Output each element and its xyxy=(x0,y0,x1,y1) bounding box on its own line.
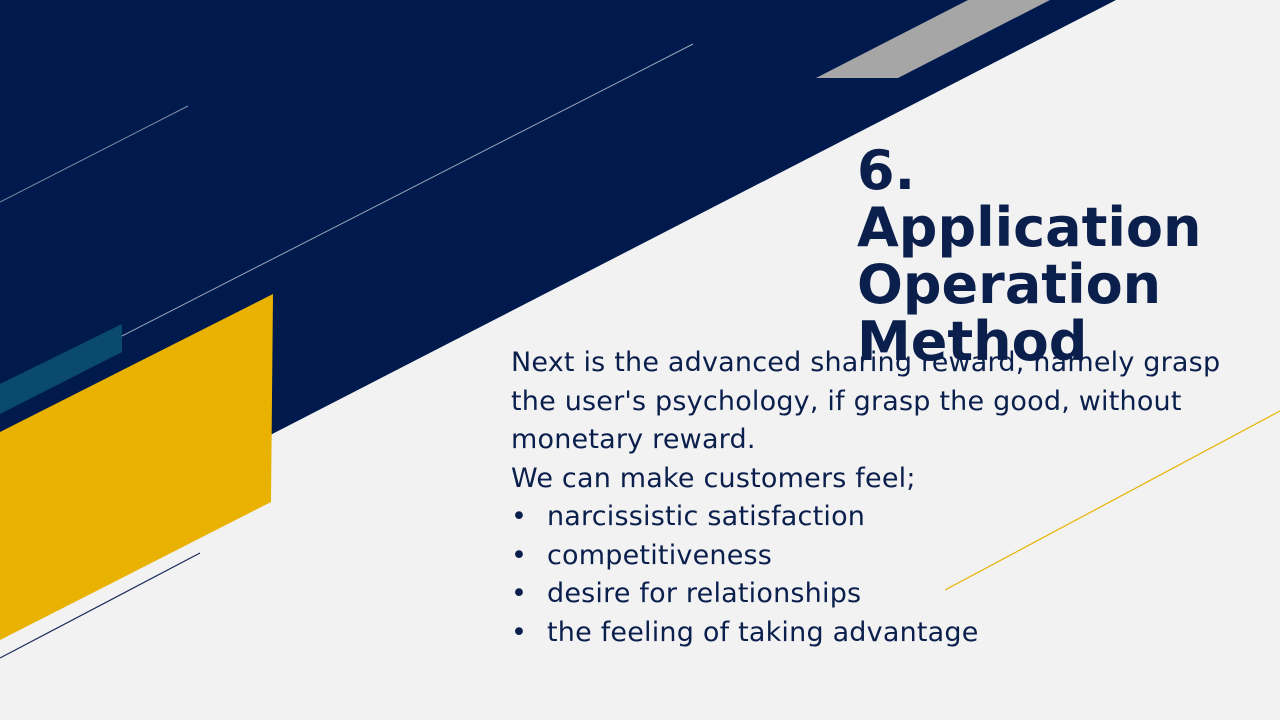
bullet-item: • competitiveness xyxy=(511,537,1251,576)
slide-title: 6.Application Operation Method xyxy=(857,142,1277,370)
bullet-dot: • xyxy=(511,501,528,532)
bullet-dot: • xyxy=(511,578,528,609)
navy-diagonal-shape xyxy=(0,0,1116,574)
bullet-list: • narcissistic satisfaction • competitiven… xyxy=(511,498,1251,652)
paragraph-line-3: monetary reward. xyxy=(511,424,756,455)
title-line-3: Method xyxy=(857,310,1088,373)
gold-thin-line xyxy=(944,410,1280,591)
title-line-2: Operation xyxy=(857,253,1162,316)
bullet-text: the feeling of taking advantage xyxy=(547,616,979,648)
slide-body-text: Next is the advanced sharing reward, nam… xyxy=(511,344,1251,652)
thin-line-middle xyxy=(121,43,694,337)
bullet-text: narcissistic satisfaction xyxy=(547,501,866,532)
bullet-dot: • xyxy=(511,539,528,571)
bullet-text: desire for relationships xyxy=(547,578,862,609)
title-line-1: Application xyxy=(857,196,1202,259)
teal-accent-strip xyxy=(0,324,122,414)
gold-parallelogram xyxy=(0,294,273,640)
thin-line-top xyxy=(0,105,189,203)
paragraph-line-4: We can make customers feel; xyxy=(511,462,916,494)
bullet-item: • desire for relationships xyxy=(511,575,1251,614)
paragraph-line-2: the user's psychology, if grasp the good… xyxy=(511,385,1182,417)
paragraph-line-1: Next is the advanced sharing reward, nam… xyxy=(511,347,1221,378)
bullet-item: • the feeling of taking advantage xyxy=(511,614,1251,653)
bullet-dot: • xyxy=(511,616,528,648)
bullet-item: • narcissistic satisfaction xyxy=(511,498,1251,537)
bullet-text: competitiveness xyxy=(547,539,773,571)
title-number: 6. xyxy=(857,139,916,202)
gray-accent-bar xyxy=(816,0,1050,78)
navy-thin-line xyxy=(0,552,201,659)
